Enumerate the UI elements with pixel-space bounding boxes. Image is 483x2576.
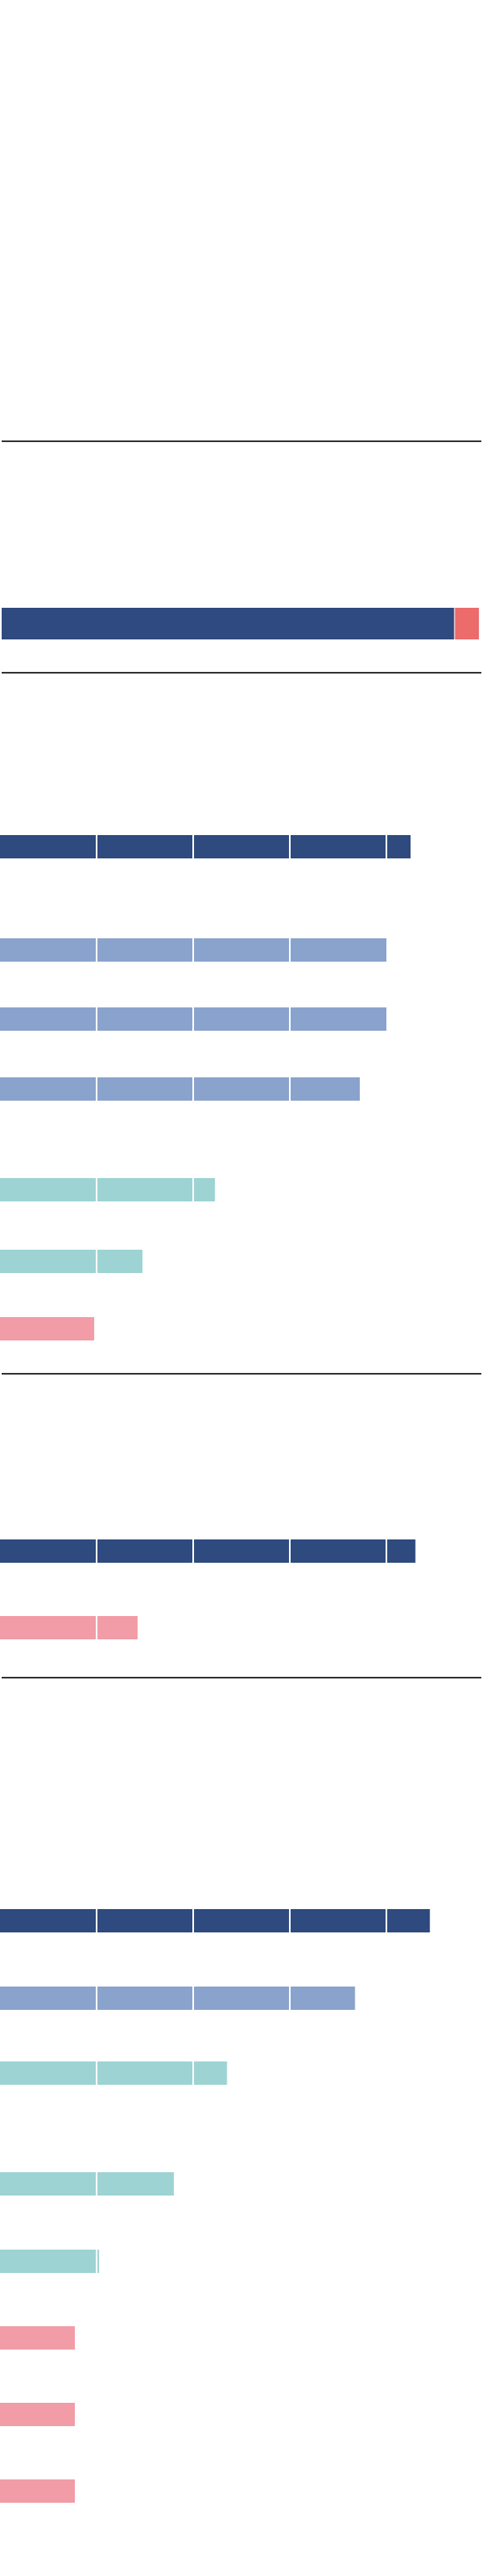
stacked-bar-segment xyxy=(455,608,480,639)
stacked-bar-segment xyxy=(2,608,456,639)
bar xyxy=(0,2479,75,2503)
bar xyxy=(0,1317,95,1340)
bar xyxy=(0,1987,356,2010)
bar xyxy=(0,1178,216,1201)
bar xyxy=(0,2061,227,2085)
bar xyxy=(0,1909,431,1932)
bar xyxy=(0,2403,75,2426)
bar xyxy=(0,1250,143,1273)
bar xyxy=(0,2250,99,2273)
bar xyxy=(0,1616,138,1639)
bar xyxy=(0,835,411,858)
bar xyxy=(0,1077,361,1101)
bar xyxy=(0,1539,416,1563)
bar xyxy=(0,2172,174,2196)
bar xyxy=(0,2326,75,2350)
